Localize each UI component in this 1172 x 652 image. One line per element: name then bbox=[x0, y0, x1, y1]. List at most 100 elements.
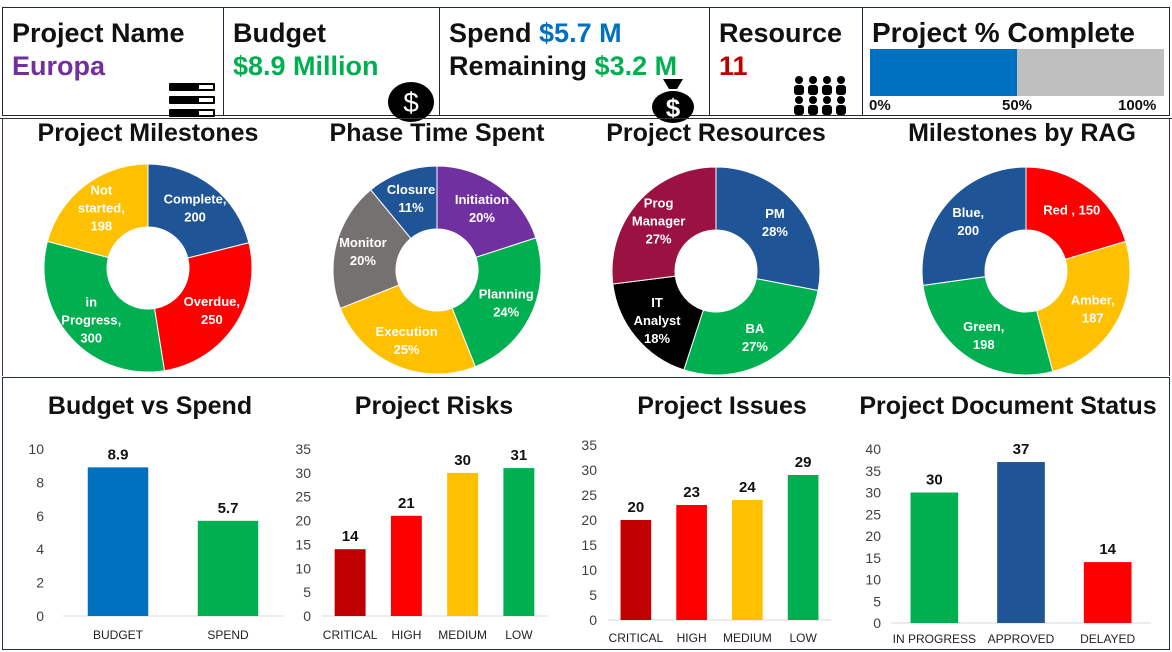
donut-slice-phase-1 bbox=[451, 237, 542, 368]
donut-label-phase-3: Monitor 20% bbox=[339, 235, 387, 268]
kpi-resource-value: 11 bbox=[719, 51, 748, 81]
bar-value-risks-0: 14 bbox=[342, 528, 359, 545]
bar-issues-2 bbox=[732, 500, 763, 620]
ytick-risks-35: 35 bbox=[295, 441, 311, 457]
documents-title: Project Document Status bbox=[859, 392, 1157, 420]
bar-value-issues-2: 24 bbox=[739, 479, 756, 496]
bar-risks-1 bbox=[390, 515, 422, 616]
xtick-issues-3: LOW bbox=[789, 631, 817, 645]
divider-top bbox=[0, 118, 1172, 119]
kpi-remaining-value: $3.2 M bbox=[594, 51, 678, 81]
donut-slice-resources-3 bbox=[611, 166, 717, 285]
donut-label-phase-0: Initiation 20% bbox=[455, 192, 509, 225]
donut-label-resources-1: BA 27% bbox=[742, 321, 768, 354]
ytick-issues-25: 25 bbox=[581, 487, 597, 503]
donut-slice-milestones-1 bbox=[153, 242, 253, 372]
donut-label-phase-2: Execution 25% bbox=[376, 324, 438, 357]
resources-title: Project Resources bbox=[606, 119, 826, 147]
bar-risks-2 bbox=[447, 472, 479, 616]
xtick-budget_spend-1: SPEND bbox=[207, 628, 249, 642]
donut-slice-resources-2 bbox=[612, 275, 704, 371]
ytick-risks-0: 0 bbox=[303, 608, 311, 624]
risks-title: Project Risks bbox=[354, 392, 514, 420]
bar-budget_spend-0 bbox=[87, 467, 149, 616]
xtick-issues-0: CRITICAL bbox=[609, 631, 664, 645]
ytick-budget_spend-2: 2 bbox=[36, 575, 44, 591]
donut-slice-milestones-3 bbox=[46, 163, 149, 259]
xtick-risks-0: CRITICAL bbox=[323, 628, 378, 642]
donut-label-resources-0: PM 28% bbox=[762, 206, 788, 239]
bar-documents-1 bbox=[997, 462, 1045, 623]
kpi-budget-value: $8.9 Million bbox=[233, 51, 379, 81]
svg-text:$: $ bbox=[666, 93, 681, 123]
ytick-risks-10: 10 bbox=[295, 560, 311, 576]
ytick-documents-0: 0 bbox=[873, 615, 881, 631]
rag-title: Milestones by RAG bbox=[908, 119, 1136, 147]
phase-title: Phase Time Spent bbox=[329, 119, 545, 147]
kpi-resource-title: Resource bbox=[719, 18, 843, 48]
people-group-icon bbox=[794, 76, 846, 115]
donut-slice-resources-1 bbox=[683, 278, 819, 376]
ytick-documents-35: 35 bbox=[865, 463, 881, 479]
ytick-documents-10: 10 bbox=[865, 572, 881, 588]
xtick-issues-1: HIGH bbox=[677, 631, 707, 645]
donut-label-milestones-3: Not started, 198 bbox=[78, 182, 125, 233]
donut-slice-rag-2 bbox=[922, 276, 1054, 376]
bar-value-issues-0: 20 bbox=[628, 499, 645, 516]
ytick-budget_spend-4: 4 bbox=[36, 541, 44, 557]
ytick-issues-15: 15 bbox=[581, 537, 597, 553]
donut-slice-phase-2 bbox=[339, 284, 476, 375]
bar-row bbox=[2, 377, 1170, 650]
donut-label-milestones-2: in Progress, 300 bbox=[61, 294, 121, 345]
kpi-project-name-value: Europa bbox=[12, 51, 106, 81]
kpi-spend-label: Spend bbox=[449, 18, 532, 48]
donut-slice-phase-0 bbox=[436, 165, 537, 258]
bar-value-documents-2: 14 bbox=[1099, 541, 1116, 558]
ytick-documents-5: 5 bbox=[873, 593, 881, 609]
kpi-project-name-title: Project Name bbox=[12, 18, 185, 48]
ytick-issues-0: 0 bbox=[589, 612, 597, 628]
kpi-resource: Resource 11 bbox=[709, 7, 863, 116]
bar-budget_spend-1 bbox=[197, 520, 259, 616]
bar-value-issues-1: 23 bbox=[683, 484, 700, 501]
donut-slice-rag-3 bbox=[921, 166, 1027, 286]
ytick-documents-15: 15 bbox=[865, 550, 881, 566]
ytick-budget_spend-10: 10 bbox=[28, 441, 44, 457]
bar-value-risks-2: 30 bbox=[454, 452, 471, 469]
donut-label-resources-3: Prog Manager 27% bbox=[632, 195, 685, 246]
ytick-budget_spend-8: 8 bbox=[36, 474, 44, 490]
kpi-budget: Budget $8.9 Million $ bbox=[223, 7, 440, 122]
bar-issues-0 bbox=[620, 520, 652, 620]
donut-label-milestones-1: Overdue, 250 bbox=[184, 294, 240, 327]
donut-slice-resources-0 bbox=[715, 166, 821, 292]
ytick-risks-25: 25 bbox=[295, 489, 311, 505]
progress-tick-0: 0% bbox=[869, 97, 891, 114]
progress-fill bbox=[870, 49, 1017, 96]
donut-label-rag-0: Red , 150 bbox=[1043, 203, 1100, 218]
xtick-risks-1: HIGH bbox=[391, 628, 421, 642]
ytick-risks-5: 5 bbox=[303, 584, 311, 600]
bar-value-risks-3: 31 bbox=[511, 447, 528, 464]
kpi-spend-value: $5.7 M bbox=[539, 18, 622, 48]
kpi-percent-complete: Project % Complete 0% 50% 100% bbox=[862, 7, 1170, 116]
donut-label-rag-3: Blue, 200 bbox=[952, 205, 984, 238]
kpi-remaining-label: Remaining bbox=[449, 51, 588, 81]
progress-tick-100: 100% bbox=[1118, 97, 1157, 114]
ytick-documents-25: 25 bbox=[865, 506, 881, 522]
bar-value-risks-1: 21 bbox=[398, 495, 415, 512]
donut-slice-rag-1 bbox=[1035, 240, 1131, 373]
bar-value-budget_spend-0: 8.9 bbox=[108, 446, 129, 463]
bar-documents-0 bbox=[910, 492, 959, 623]
ytick-budget_spend-0: 0 bbox=[36, 608, 44, 624]
bar-issues-1 bbox=[676, 505, 707, 620]
donut-label-rag-1: Amber, 187 bbox=[1071, 292, 1115, 325]
donut-slice-rag-0 bbox=[1025, 166, 1127, 260]
budget-spend-title: Budget vs Spend bbox=[47, 392, 253, 420]
list-icon bbox=[169, 83, 215, 117]
kpi-project-name: Project Name Europa bbox=[2, 7, 224, 117]
donut-slice-milestones-0 bbox=[147, 163, 250, 259]
milestones-title: Project Milestones bbox=[37, 119, 259, 147]
kpi-budget-title: Budget bbox=[233, 18, 326, 48]
